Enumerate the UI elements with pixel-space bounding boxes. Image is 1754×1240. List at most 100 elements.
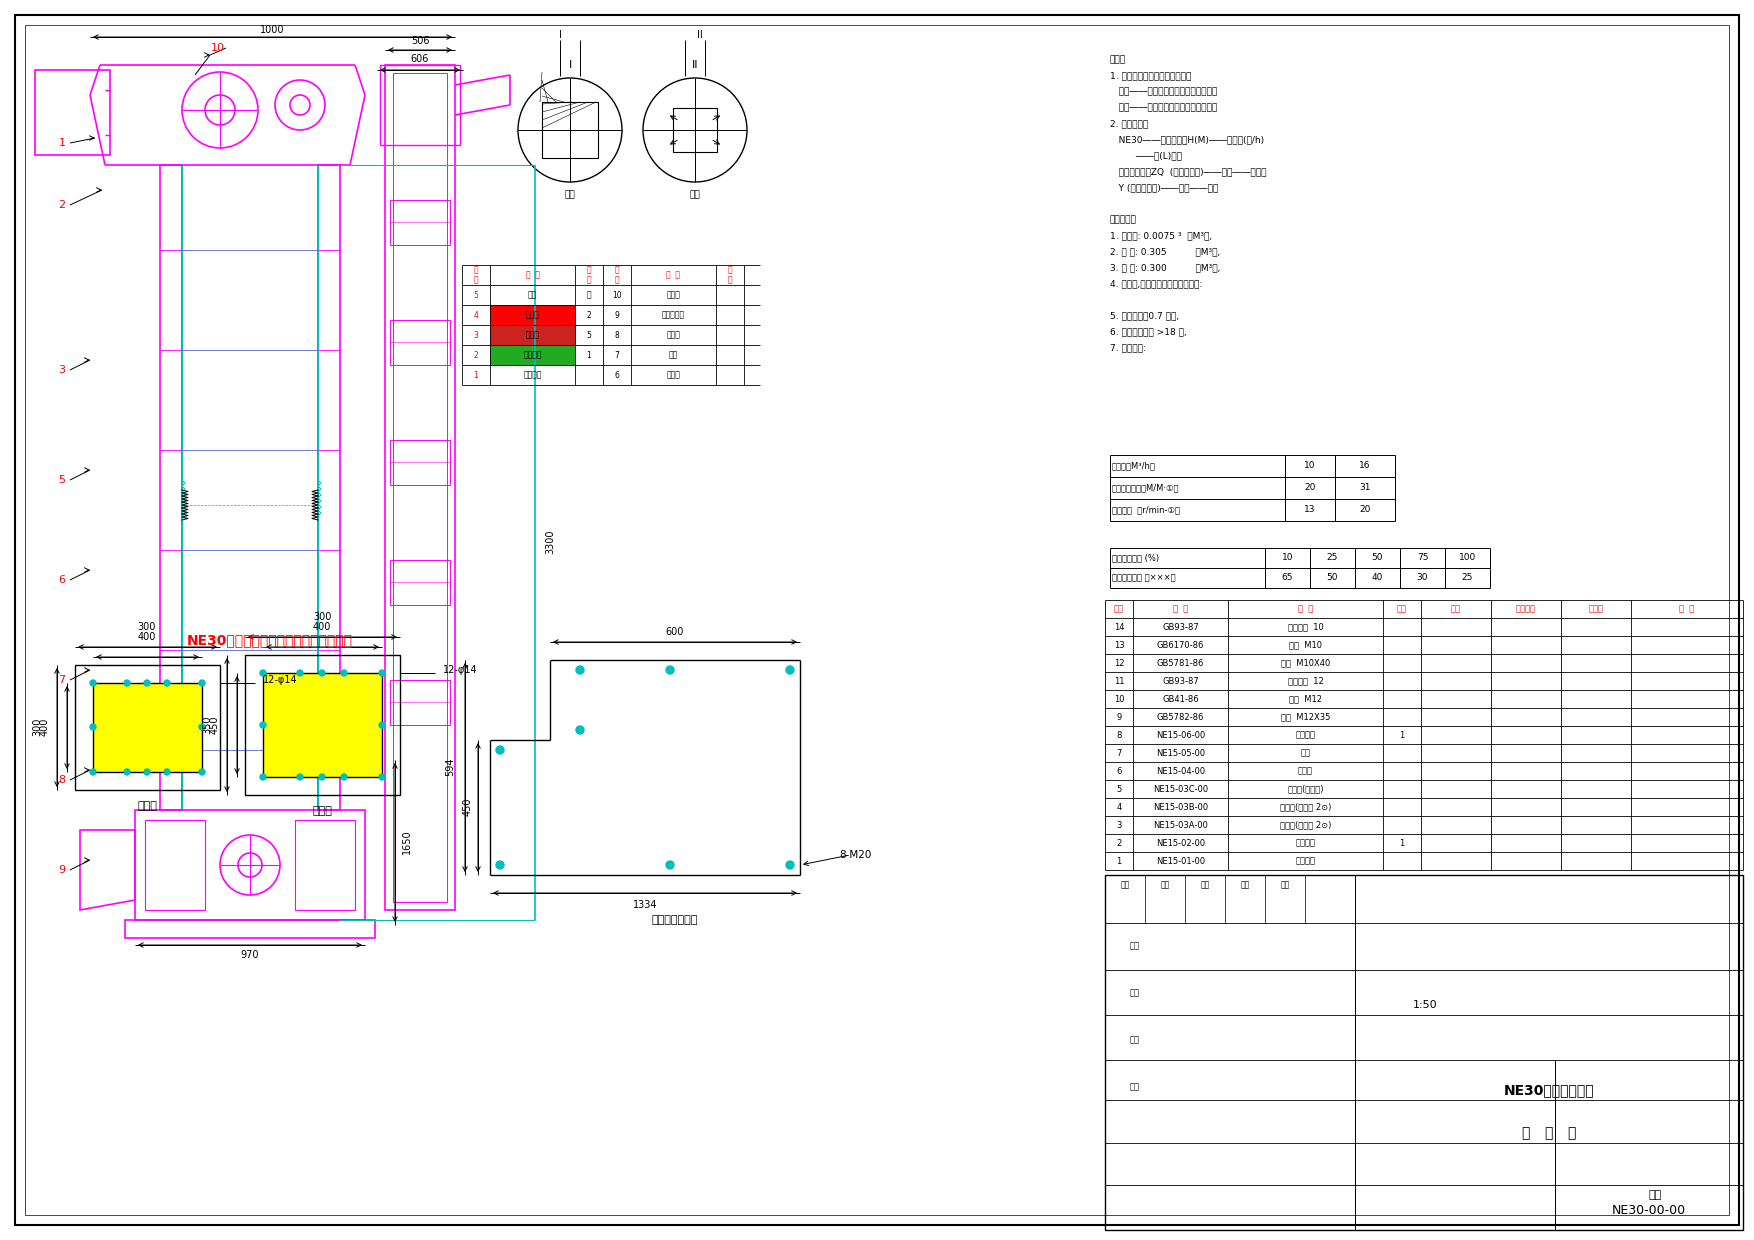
Circle shape (340, 670, 347, 676)
Text: 6: 6 (1116, 766, 1123, 775)
Circle shape (260, 722, 267, 728)
Text: 名  称: 名 称 (667, 270, 681, 279)
Circle shape (296, 774, 303, 780)
Text: 9: 9 (1116, 713, 1121, 722)
Text: 450: 450 (463, 797, 474, 816)
Text: 出料口: 出料口 (312, 806, 332, 816)
Text: 电驱动装置: 电驱动装置 (661, 310, 686, 320)
Text: 300: 300 (139, 622, 156, 632)
Text: 3300: 3300 (545, 529, 554, 554)
Text: 970: 970 (240, 950, 260, 960)
Bar (489, 325, 575, 345)
Text: 2: 2 (1116, 838, 1121, 847)
Text: 6: 6 (614, 371, 619, 379)
Text: 批准: 批准 (1280, 880, 1289, 889)
Text: 地脚螺栓布置图: 地脚螺栓布置图 (652, 915, 698, 925)
Text: 数量: 数量 (1396, 605, 1407, 614)
Text: 9: 9 (58, 866, 65, 875)
Text: 3. 斗 宽: 0.300          （M³）,: 3. 斗 宽: 0.300 （M³）, (1110, 263, 1221, 272)
Text: 驱动部件: 驱动部件 (523, 371, 542, 379)
Circle shape (125, 769, 130, 775)
Text: 2. 型号表示：: 2. 型号表示： (1110, 119, 1149, 128)
Text: 8: 8 (1116, 730, 1123, 739)
Bar (542, 102, 598, 157)
Text: NE15-04-00: NE15-04-00 (1156, 766, 1205, 775)
Bar (246, 655, 400, 795)
Text: 50: 50 (1372, 553, 1384, 563)
Text: 工艺: 工艺 (1200, 880, 1210, 889)
Text: 材料: 材料 (1451, 605, 1461, 614)
Circle shape (260, 774, 267, 780)
Text: 中小壳(带检门): 中小壳(带检门) (1287, 785, 1324, 794)
Text: 图号: 图号 (1130, 1035, 1140, 1044)
Bar (146, 820, 205, 910)
Text: 总   装   图: 总 装 图 (1522, 1126, 1577, 1140)
Text: II: II (691, 60, 698, 69)
Text: 3: 3 (1116, 821, 1123, 830)
Text: 600: 600 (667, 627, 684, 637)
Circle shape (340, 774, 347, 780)
Text: NE30板锾式提升机: NE30板锾式提升机 (1503, 1083, 1594, 1097)
Text: 50: 50 (1326, 573, 1338, 583)
Text: 重量: 重量 (1130, 988, 1140, 997)
Text: 组件: 组件 (1649, 1190, 1661, 1200)
Circle shape (496, 746, 503, 754)
Text: ――左(L)右置: ――左(L)右置 (1110, 151, 1182, 160)
Text: 20: 20 (1305, 484, 1316, 492)
Text: 件
号: 件 号 (614, 265, 619, 285)
Text: 5: 5 (58, 475, 65, 485)
Text: 进口: 进口 (668, 351, 679, 360)
Text: 2: 2 (474, 351, 479, 360)
Circle shape (198, 680, 205, 686)
Text: 技术性能：: 技术性能： (1110, 215, 1137, 224)
Circle shape (144, 680, 151, 686)
Circle shape (496, 861, 503, 869)
Text: 606: 606 (410, 55, 430, 64)
Text: NE30-00-00: NE30-00-00 (1612, 1204, 1686, 1216)
Circle shape (667, 861, 674, 869)
Text: 版本: 版本 (1130, 1083, 1140, 1091)
Text: 左置――对进料口，驱动装置在左侧，: 左置――对进料口，驱动装置在左侧， (1110, 87, 1217, 95)
Text: 594: 594 (446, 758, 454, 776)
Bar (125, 920, 375, 937)
Text: 300: 300 (312, 613, 332, 622)
Circle shape (198, 769, 205, 775)
Bar (295, 820, 354, 910)
Text: GB6170-86: GB6170-86 (1158, 641, 1205, 650)
Text: 2. 斗 距: 0.305          （M³）,: 2. 斗 距: 0.305 （M³）, (1110, 247, 1221, 255)
Text: 400: 400 (139, 632, 156, 642)
Text: 75: 75 (1417, 553, 1428, 563)
Text: 1:50: 1:50 (1412, 999, 1437, 1011)
Circle shape (575, 666, 584, 675)
Circle shape (379, 722, 384, 728)
Text: NE15-03A-00: NE15-03A-00 (1152, 821, 1209, 830)
Text: II: II (696, 30, 703, 40)
Text: 件
号: 件 号 (474, 265, 479, 285)
Bar (489, 305, 575, 325)
Text: NE15-05-00: NE15-05-00 (1156, 749, 1205, 758)
Text: 1: 1 (1400, 730, 1405, 739)
Text: 65: 65 (1282, 573, 1293, 583)
Text: 数
量: 数 量 (728, 265, 733, 285)
Circle shape (165, 680, 170, 686)
Text: 备  注: 备 注 (1679, 605, 1694, 614)
Text: 1: 1 (1116, 857, 1121, 866)
Circle shape (165, 769, 170, 775)
Text: 4. 提升量,串引传动速度和主轴转速:: 4. 提升量,串引传动速度和主轴转速: (1110, 279, 1201, 288)
Text: 14: 14 (1114, 622, 1124, 631)
Circle shape (379, 670, 384, 676)
Text: 31: 31 (1359, 484, 1370, 492)
Bar (389, 200, 451, 246)
Bar (317, 165, 340, 810)
Circle shape (379, 774, 384, 780)
Bar (263, 673, 382, 777)
Text: 名  称: 名 称 (1298, 605, 1314, 614)
Text: 1: 1 (1400, 838, 1405, 847)
Text: 代  号: 代 号 (1173, 605, 1187, 614)
Text: 标准: 标准 (1240, 880, 1249, 889)
Text: 6: 6 (58, 575, 65, 585)
Text: 大料块占分比 (%): 大料块占分比 (%) (1112, 553, 1159, 563)
Circle shape (144, 769, 151, 775)
Text: NE15-06-00: NE15-06-00 (1156, 730, 1205, 739)
Text: 12: 12 (1114, 658, 1124, 667)
